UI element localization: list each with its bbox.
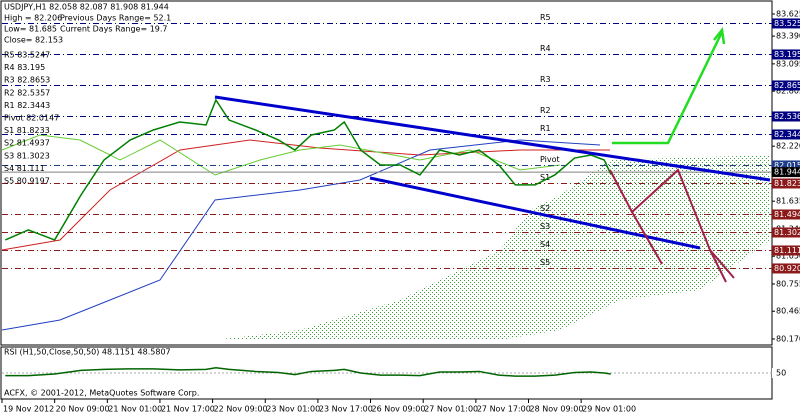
x-tick-label: 28 Nov 09:00 xyxy=(529,405,583,414)
moving-average xyxy=(1,139,610,251)
pivot-text: S2 81.4937 xyxy=(4,139,50,148)
x-tick-label: 26 Nov 09:00 xyxy=(372,405,426,414)
pivot-text: S5 80.9197 xyxy=(4,177,50,186)
pivot-name: S4 xyxy=(540,240,550,249)
y-tick-label: 81.050 xyxy=(776,252,800,261)
pivot-box xyxy=(772,129,800,140)
y-tick-label: 80.170 xyxy=(776,334,800,343)
arrow-head xyxy=(713,26,726,45)
pivot-box xyxy=(772,160,800,171)
pivot-box xyxy=(772,245,800,256)
pivot-text: R4 83.195 xyxy=(4,63,45,72)
up-arrow xyxy=(612,31,724,145)
pivot-text: R2 82.5357 xyxy=(4,88,50,97)
pivot-name: R3 xyxy=(540,75,551,84)
copyright: ACFX, © 2001-2012, MetaQuotes Software C… xyxy=(4,389,199,398)
y-tick-label: 80.465 xyxy=(776,307,800,316)
info: Previous Days Range= 52.1 xyxy=(60,14,171,23)
y-tick-label: 81.635 xyxy=(776,197,800,206)
info: High = 82.206 xyxy=(4,14,62,23)
x-tick-label: 27 Nov 17:00 xyxy=(477,405,531,414)
ichimoku-cloud xyxy=(215,155,770,340)
info: Low= 81.685 xyxy=(4,25,57,34)
kijun-line xyxy=(1,139,601,331)
pivot-box-label: 81.111 xyxy=(774,246,800,255)
y-tick-label: 83.095 xyxy=(776,59,800,68)
pivot-box-label: 82.015 xyxy=(774,161,800,170)
down-arrow xyxy=(709,249,727,283)
pivot-name: R4 xyxy=(540,44,551,53)
x-tick-label: 22 Nov 09:00 xyxy=(214,405,268,414)
trend-line xyxy=(214,95,771,182)
y-tick-label: 83.625 xyxy=(776,10,800,19)
pivot-text: R5 83.5247 xyxy=(4,51,50,60)
pivot-box-label: 82.536 xyxy=(774,112,800,121)
x-tick-label: 23 Nov 17:00 xyxy=(319,405,373,414)
pivot-text: R1 82.3443 xyxy=(4,101,50,110)
current-price-box xyxy=(772,167,800,178)
down-arrow xyxy=(609,168,735,279)
rsi-tick-box xyxy=(772,368,800,378)
pivot-name: S2 xyxy=(540,204,550,213)
pivot-box xyxy=(772,263,800,274)
x-tick-label: 21 Nov 01:00 xyxy=(108,405,162,414)
pivot-name: R2 xyxy=(540,106,551,115)
pivot-box-label: 83.195 xyxy=(774,50,800,59)
chart-title: USDJPY,H1 82.058 82.087 81.908 81.944 xyxy=(4,3,169,12)
pivot-box-label: 82.865 xyxy=(774,81,800,90)
pivot-name: S3 xyxy=(540,222,550,231)
x-tick-label: 20 Nov 09:00 xyxy=(56,405,110,414)
pivot-box-label: 80.920 xyxy=(774,264,800,273)
pivot-box xyxy=(772,111,800,122)
rsi-label: RSI (H1,50,Close,50,50) 48.1151 48.5807 xyxy=(4,348,171,357)
pivot-box-label: 83.525 xyxy=(774,19,800,28)
pivot-name: Pivot xyxy=(540,155,560,164)
x-tick-label: 23 Nov 01:00 xyxy=(266,405,320,414)
y-tick-label: 82.220 xyxy=(776,142,800,151)
pivot-text: S3 81.3023 xyxy=(4,151,50,160)
info: Close= 82.153 xyxy=(4,36,63,45)
y-tick-label: 80.755 xyxy=(776,279,800,288)
pivot-text: S4 81.111 xyxy=(4,164,45,173)
rsi-tick-label: 50 xyxy=(776,369,786,378)
info: Current Days Range= 19.7 xyxy=(60,25,168,34)
pivot-box xyxy=(772,80,800,91)
down-arrow xyxy=(631,211,663,265)
rsi-line xyxy=(5,367,611,377)
current-price-label: 81.944 xyxy=(774,168,800,177)
pivot-box xyxy=(772,18,800,29)
pivot-box-label: 81.823 xyxy=(774,179,800,188)
pivot-name: R1 xyxy=(540,124,551,133)
pivot-box xyxy=(772,49,800,60)
pivot-name: S1 xyxy=(540,173,550,182)
pivot-box-label: 81.302 xyxy=(774,228,800,237)
y-tick-label: 83.390 xyxy=(776,32,800,41)
y-tick-label: 82.805 xyxy=(776,87,800,96)
pivot-box-label: 81.494 xyxy=(774,210,800,219)
pivot-name: S5 xyxy=(540,258,550,267)
chikou-line xyxy=(1,134,561,176)
pivot-box-label: 82.344 xyxy=(774,130,800,139)
x-tick-label: 27 Nov 01:00 xyxy=(424,405,478,414)
pivot-text: Pivot 82.0147 xyxy=(4,114,59,123)
pivot-box xyxy=(772,209,800,220)
x-tick-label: 19 Nov 2012 xyxy=(3,405,54,414)
pivot-box xyxy=(772,227,800,238)
x-tick-label: 29 Nov 01:00 xyxy=(582,405,636,414)
pivot-name: R5 xyxy=(540,13,551,22)
pivot-text: R3 82.8653 xyxy=(4,76,50,85)
x-tick-label: 21 Nov 17:00 xyxy=(161,405,215,414)
pivot-box xyxy=(772,178,800,189)
price-line xyxy=(4,98,612,241)
pivot-text: S1 81.8233 xyxy=(4,126,50,135)
